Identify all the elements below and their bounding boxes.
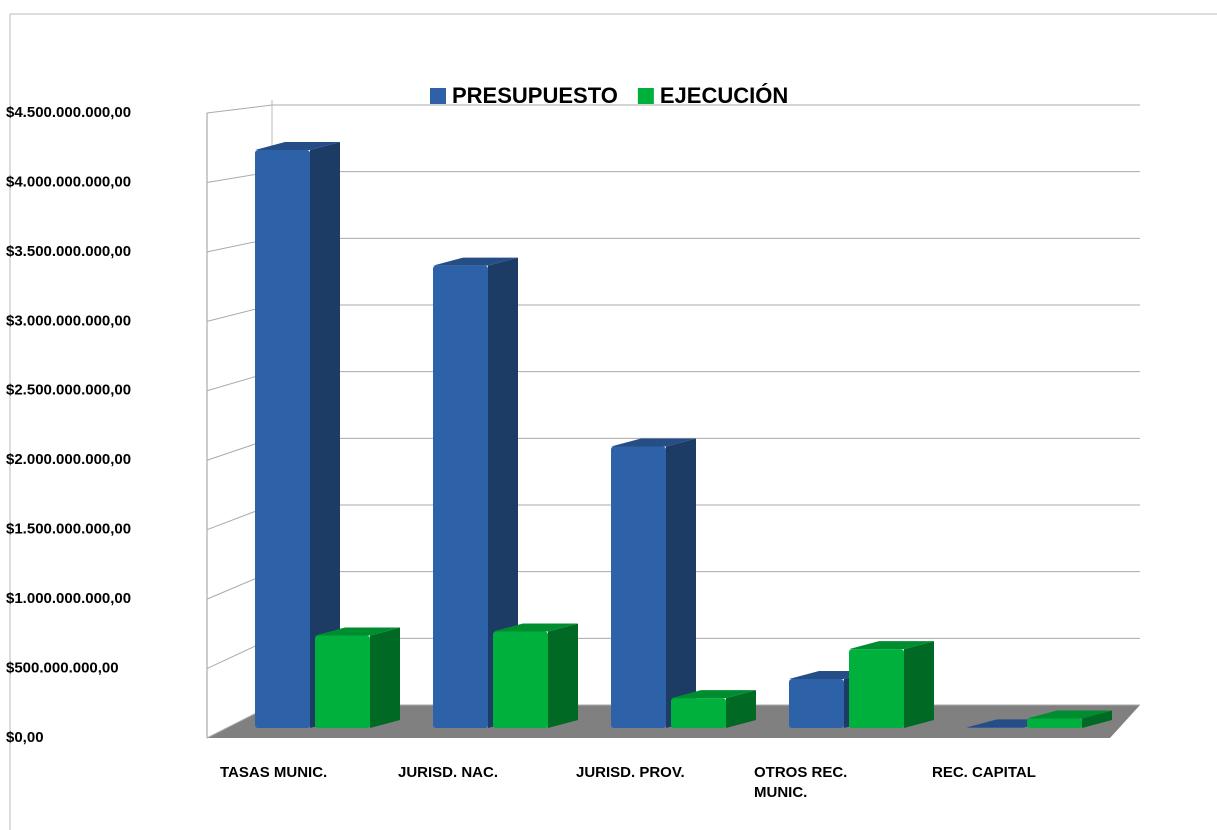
- bar-side: [726, 690, 756, 728]
- bar-top: [849, 641, 934, 650]
- x-tick-label: JURISD. PROV.: [576, 764, 685, 781]
- x-tick-label: OTROS REC. MUNIC.: [754, 764, 848, 801]
- legend-swatch: [637, 88, 654, 104]
- bar: [671, 698, 726, 728]
- y-tick-label: $0,00: [6, 729, 44, 746]
- x-tick-label: REC. CAPITAL: [932, 764, 1036, 781]
- y-tick-label: $3.000.000.000,00: [6, 312, 131, 329]
- bar-side: [310, 142, 340, 728]
- x-tick-label: JURISD. NAC.: [398, 764, 499, 781]
- bar-side: [548, 623, 578, 728]
- bar: [789, 679, 844, 728]
- bar: [493, 631, 548, 728]
- bar: [611, 446, 666, 728]
- legend-swatch: [430, 88, 446, 104]
- y-tick-label: $1.500.000.000,00: [6, 521, 131, 538]
- legend-label: EJECUCIÓN: [660, 83, 788, 108]
- legend-label: PRESUPUESTO: [452, 83, 618, 108]
- y-tick-label: $4.000.000.000,00: [6, 173, 131, 190]
- bar-side: [370, 627, 400, 728]
- chart-frame: [9, 13, 1217, 830]
- bar-side: [1082, 710, 1112, 728]
- bar: [315, 635, 370, 728]
- y-tick-label: $3.500.000.000,00: [6, 243, 131, 260]
- bar-top: [493, 623, 578, 632]
- bar: [967, 727, 1022, 728]
- y-tick-label: $2.000.000.000,00: [6, 451, 131, 468]
- y-tick-label: $2.500.000.000,00: [6, 382, 131, 399]
- bar-side: [488, 257, 518, 728]
- bar-top: [433, 257, 518, 266]
- bar: [1027, 718, 1082, 728]
- bar: [255, 150, 310, 728]
- bar-top: [671, 690, 756, 699]
- y-tick-label: $1.000.000.000,00: [6, 590, 131, 607]
- bar-side: [904, 641, 934, 728]
- bar-side: [666, 438, 696, 728]
- bar-top: [255, 142, 340, 150]
- bar-top: [611, 438, 696, 447]
- y-tick-label: $500.000.000,00: [6, 660, 119, 677]
- bar-top: [315, 627, 400, 636]
- y-tick-label: $4.500.000.000,00: [6, 104, 131, 121]
- x-tick-label: TASAS MUNIC.: [220, 764, 328, 781]
- bar: [433, 265, 488, 728]
- bar-top: [1027, 710, 1112, 719]
- grid-line-side: [206, 104, 273, 114]
- bar: [849, 649, 904, 728]
